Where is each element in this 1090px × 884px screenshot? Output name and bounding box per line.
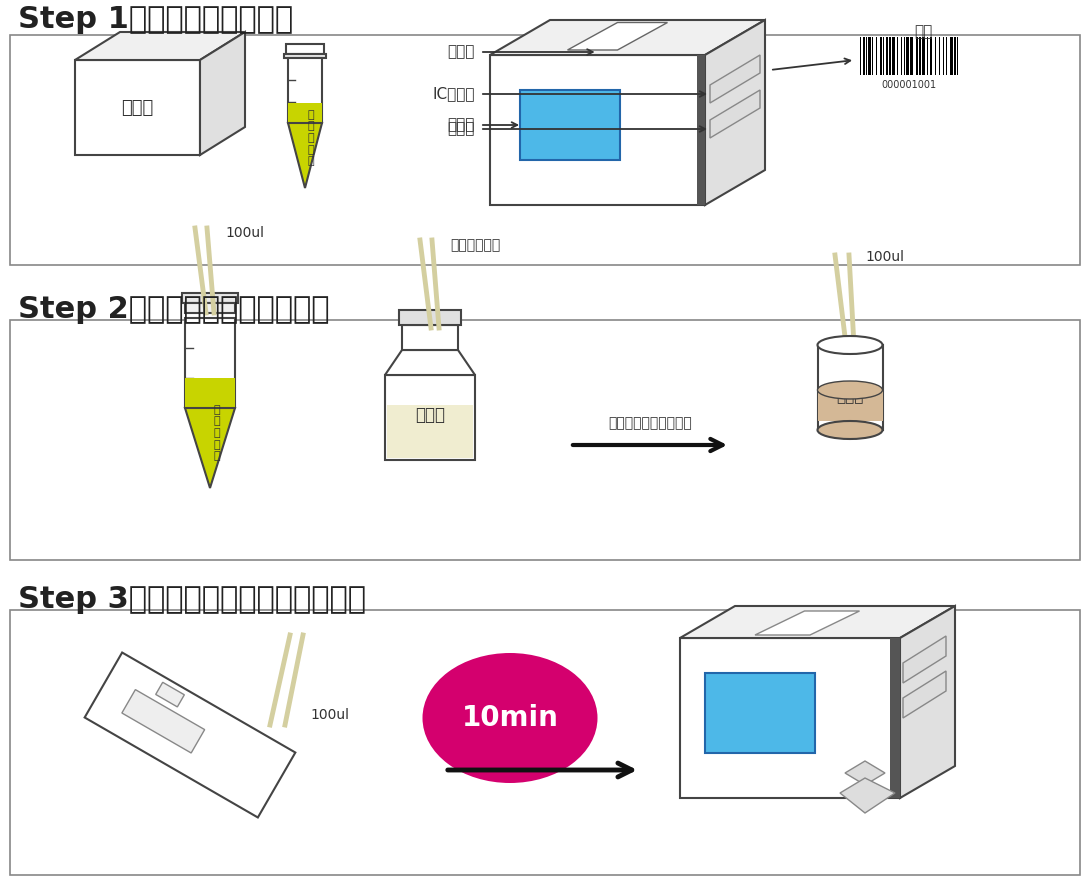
Polygon shape [185, 318, 235, 408]
Polygon shape [490, 20, 765, 55]
Bar [868, 37, 871, 75]
Text: 稀释液: 稀释液 [415, 406, 445, 424]
Bar [889, 37, 891, 75]
Text: 100ul: 100ul [310, 708, 349, 722]
Polygon shape [385, 375, 475, 460]
Polygon shape [122, 690, 205, 753]
Bar [925, 37, 926, 75]
Bar [863, 37, 865, 75]
Bar [873, 37, 876, 75]
Polygon shape [818, 345, 883, 430]
Bar [903, 37, 904, 75]
Text: 试剂盒: 试剂盒 [121, 98, 154, 117]
Ellipse shape [818, 336, 883, 354]
Bar [10, 35, 1080, 265]
Polygon shape [288, 103, 322, 123]
Text: 显示屏: 显示屏 [448, 118, 475, 133]
Polygon shape [199, 32, 245, 155]
Bar [944, 37, 946, 75]
Bar [916, 37, 918, 75]
Bar [886, 37, 888, 75]
Ellipse shape [423, 653, 597, 783]
Polygon shape [387, 405, 473, 458]
Polygon shape [288, 58, 322, 123]
Polygon shape [75, 60, 199, 155]
Polygon shape [900, 606, 955, 798]
Bar [932, 37, 935, 75]
Polygon shape [185, 378, 235, 408]
Text: 000001001: 000001001 [882, 80, 936, 90]
Bar [898, 37, 901, 75]
Text: 插卡口: 插卡口 [448, 121, 475, 136]
Bar [928, 37, 930, 75]
Polygon shape [818, 390, 883, 421]
Ellipse shape [818, 381, 883, 399]
Bar [892, 37, 895, 75]
Text: 体积见说明书: 体积见说明书 [450, 238, 500, 252]
Text: 读数: 读数 [533, 741, 552, 756]
Polygon shape [680, 606, 955, 638]
Bar [919, 37, 921, 75]
Polygon shape [185, 303, 235, 313]
Bar [910, 37, 913, 75]
Polygon shape [402, 325, 458, 350]
Polygon shape [705, 673, 815, 753]
Text: 打印机: 打印机 [448, 44, 475, 59]
Polygon shape [286, 44, 324, 54]
Polygon shape [680, 638, 900, 798]
Polygon shape [568, 22, 667, 50]
Text: 待
测
提
取
液: 待 测 提 取 液 [214, 405, 220, 461]
Bar [913, 37, 916, 75]
Polygon shape [156, 682, 184, 707]
Bar [895, 37, 897, 75]
Bar [922, 37, 925, 75]
Polygon shape [697, 55, 705, 205]
Text: Step 2：取样、加稀释液，混匀: Step 2：取样、加稀释液，混匀 [19, 295, 329, 324]
Polygon shape [284, 54, 326, 58]
Polygon shape [399, 310, 461, 325]
Bar [950, 37, 953, 75]
Bar [877, 37, 880, 75]
Text: 100ul: 100ul [865, 250, 904, 264]
Text: Step 3：加样，读数，打印检测报告: Step 3：加样，读数，打印检测报告 [19, 585, 366, 614]
Text: 样品杯: 样品杯 [836, 390, 863, 405]
Polygon shape [710, 90, 760, 138]
Polygon shape [182, 293, 238, 303]
Polygon shape [903, 636, 946, 683]
Text: 待
测
提
取
液: 待 测 提 取 液 [308, 110, 315, 166]
Bar [884, 37, 886, 75]
Polygon shape [85, 652, 295, 818]
Text: 100ul: 100ul [225, 226, 264, 240]
Text: Step 1：回温、开机、扫码: Step 1：回温、开机、扫码 [19, 5, 293, 34]
Polygon shape [891, 638, 900, 798]
Polygon shape [75, 32, 245, 60]
Bar [930, 37, 932, 75]
Polygon shape [755, 611, 860, 635]
Ellipse shape [818, 421, 883, 439]
Polygon shape [903, 671, 946, 718]
Polygon shape [840, 778, 895, 813]
Text: 扫码: 扫码 [915, 25, 932, 40]
Polygon shape [288, 123, 322, 188]
Bar [947, 37, 950, 75]
Text: 10min: 10min [461, 704, 558, 732]
Text: IC卡插口: IC卡插口 [433, 87, 475, 102]
Polygon shape [845, 761, 885, 785]
Polygon shape [185, 408, 235, 488]
Polygon shape [705, 20, 765, 205]
Bar [906, 37, 909, 75]
Polygon shape [385, 350, 475, 375]
Bar [861, 37, 863, 75]
Bar [954, 37, 956, 75]
Bar [940, 37, 943, 75]
Polygon shape [710, 55, 760, 103]
Polygon shape [490, 55, 705, 205]
Bar [880, 37, 882, 75]
Text: 加入样品杯，吸打混匀: 加入样品杯，吸打混匀 [608, 416, 692, 430]
Polygon shape [520, 90, 620, 160]
Bar [10, 610, 1080, 875]
Bar [936, 37, 938, 75]
Bar [10, 320, 1080, 560]
